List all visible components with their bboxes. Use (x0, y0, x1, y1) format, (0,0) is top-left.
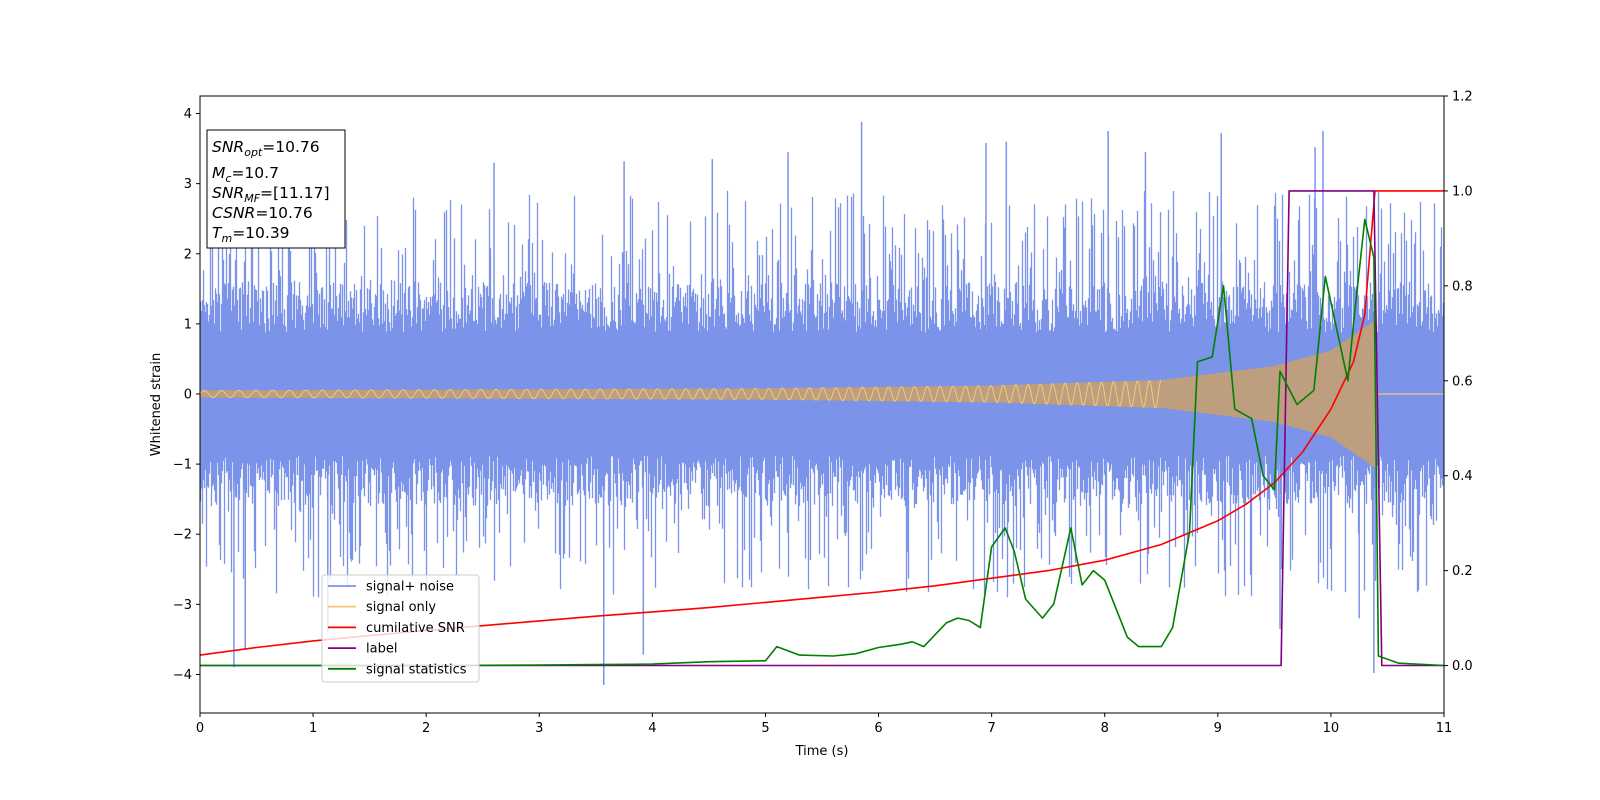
legend-label: cumilative SNR (366, 621, 465, 636)
annotation-line: Tm=10.39 (212, 224, 290, 245)
plot-frame (199, 95, 1445, 714)
x-tick-label: 0 (196, 721, 204, 736)
x-tick-label: 4 (648, 721, 656, 736)
annotation-line: SNRopt=10.76 (212, 138, 320, 159)
y-axis-label: Whitened strain (149, 353, 164, 456)
series-signal-only-envelope (200, 320, 1377, 468)
legend-label: label (366, 642, 397, 657)
y-left-tick-label: 3 (184, 177, 192, 192)
series-signal-statistics (200, 218, 1444, 667)
y-left-tick-label: −1 (173, 458, 192, 473)
x-tick-label: 10 (1323, 721, 1340, 736)
annotation-line: SNRMF=[11.17] (212, 184, 330, 205)
annotation-line: Mc=10.7 (212, 164, 279, 185)
y-right-tick-label: 0.0 (1452, 659, 1473, 674)
y-left-tick-label: 4 (184, 107, 192, 122)
x-tick-label: 3 (535, 721, 543, 736)
y-left-tick-label: 1 (184, 317, 192, 332)
y-right-tick-label: 0.6 (1452, 374, 1473, 389)
annotation-line: CSNR=10.76 (212, 204, 313, 222)
x-tick-label: 6 (874, 721, 882, 736)
x-tick-label: 1 (309, 721, 317, 736)
y-right-tick-label: 1.0 (1452, 184, 1473, 199)
y-left-tick-label: 2 (184, 247, 192, 262)
annotation-box: SNRopt=10.76 Mc=10.7SNRMF=[11.17]CSNR=10.… (206, 129, 346, 249)
legend-frame (321, 574, 480, 683)
x-tick-label: 5 (761, 721, 769, 736)
x-tick-label: 7 (987, 721, 995, 736)
annotation-frame (206, 129, 346, 249)
y-left-tick-label: −3 (173, 598, 192, 613)
x-axis-label: Time (s) (795, 744, 849, 759)
y-left-tick-label: −4 (173, 668, 192, 683)
legend-label: signal+ noise (366, 580, 454, 595)
legend: signal+ noise signal only cumilative SNR la… (321, 574, 480, 683)
legend-label: signal only (366, 600, 436, 615)
y-left-tick-label: −2 (173, 528, 192, 543)
x-tick-label: 11 (1436, 721, 1453, 736)
legend-label: signal statistics (366, 662, 467, 677)
y-right-tick-label: 0.2 (1452, 564, 1473, 579)
x-tick-label: 8 (1101, 721, 1109, 736)
y-right-tick-label: 0.4 (1452, 469, 1473, 484)
y-left-tick-label: 0 (184, 387, 192, 402)
series-label (200, 190, 1444, 667)
y-right-tick-label: 1.2 (1452, 90, 1473, 105)
plot-area (200, 121, 1444, 685)
x-tick-label: 2 (422, 721, 430, 736)
axis-ticks: 0 1 2 3 4 5 6 7 8 9 10 11 −4 −3 −2 −1 0 1 2 3 4 0.0 0.2 0.4 0.6 0… (173, 90, 1473, 737)
y-right-tick-label: 0.8 (1452, 279, 1473, 294)
series-signal-only (200, 379, 1162, 409)
x-tick-label: 9 (1214, 721, 1222, 736)
